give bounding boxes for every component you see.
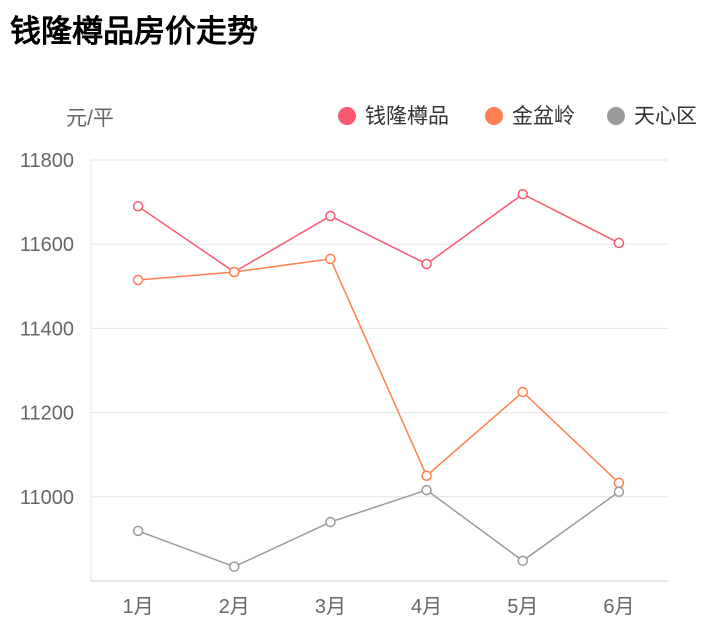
data-point [421,258,432,270]
legend-label: 天心区 [634,105,697,128]
data-point [229,561,240,572]
data-point [517,555,528,567]
data-point [229,266,240,278]
y-axis-label: 元/平 [66,107,114,130]
data-point [132,525,144,537]
y-tick-label: 11000 [20,487,74,509]
data-point [132,274,144,286]
data-point [421,484,432,496]
y-tick-label: 11600 [20,234,74,256]
legend-marker-icon [607,107,625,125]
x-tick-label: 6月 [603,596,634,618]
y-tick-label: 11800 [20,150,74,172]
x-tick-label: 3月 [315,596,346,618]
data-point [613,486,625,497]
legend-label: 钱隆樽品 [365,105,449,128]
data-point [325,253,336,265]
chart-title: 钱隆樽品房价走势 [10,14,258,50]
data-point [421,470,432,481]
x-tick-label: 2月 [219,596,250,618]
legend-label: 金盆岭 [512,105,575,128]
x-tick-label: 4月 [411,596,442,618]
x-tick-label: 5月 [507,596,538,618]
legend-item[interactable]: 钱隆樽品 [338,105,449,128]
legend-marker-icon [338,107,356,125]
data-point [613,237,625,249]
data-point [613,477,625,489]
data-point [132,201,144,212]
data-point [325,210,336,222]
series-line [137,489,620,568]
legend-item[interactable]: 天心区 [607,105,697,128]
y-tick-label: 11400 [20,318,74,340]
data-point [517,386,528,398]
x-tick-label: 1月 [123,596,154,618]
legend-marker-icon [485,107,503,125]
data-point [517,188,528,200]
series-line [138,258,620,484]
series-line [137,193,620,273]
data-point [325,516,336,528]
y-tick-label: 11200 [20,403,74,425]
legend-item[interactable]: 金盆岭 [485,105,575,128]
